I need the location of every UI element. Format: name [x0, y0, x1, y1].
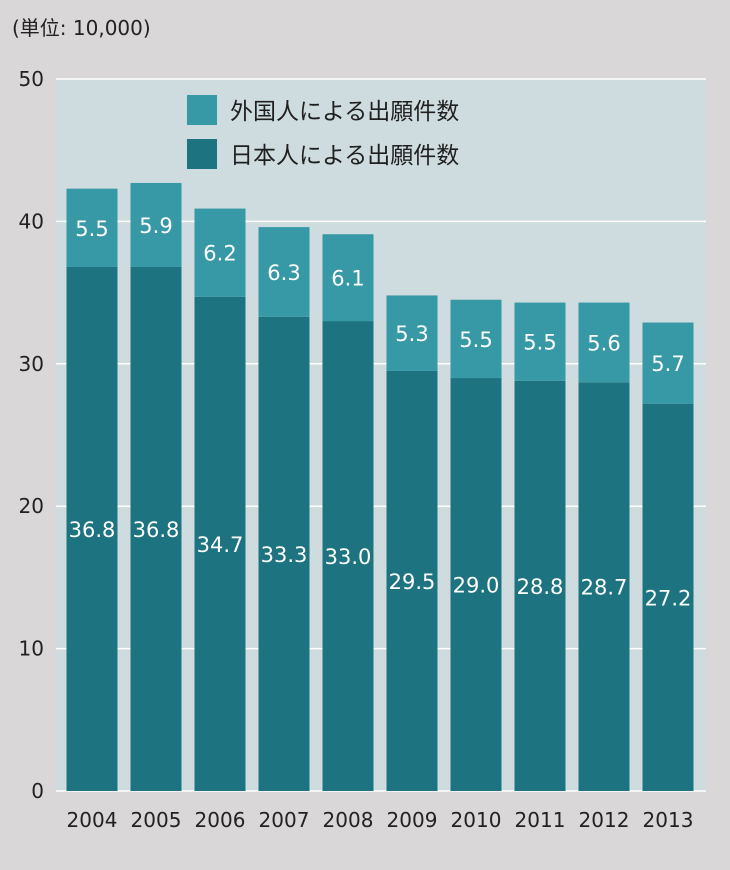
bar-japanese	[130, 266, 182, 791]
bar-foreign	[642, 322, 694, 404]
bar-japanese	[194, 296, 246, 791]
bar-japanese	[66, 266, 118, 791]
bar-foreign	[258, 227, 310, 317]
value-label-japanese: 28.8	[517, 575, 564, 599]
bar-japanese	[514, 380, 566, 791]
x-tick-label: 2004	[67, 808, 118, 832]
value-label-japanese: 29.0	[453, 574, 500, 598]
value-label-foreign: 5.9	[139, 214, 172, 238]
x-tick-label: 2006	[195, 808, 246, 832]
value-label-japanese: 34.7	[197, 533, 244, 557]
x-tick-label: 2012	[579, 808, 630, 832]
legend-label-japanese: 日本人による出願件数	[230, 143, 459, 169]
x-tick-label: 2005	[131, 808, 182, 832]
bar-japanese	[450, 378, 502, 791]
y-tick-label: 20	[19, 494, 44, 518]
bar-foreign	[514, 302, 566, 381]
bars: 36.8 5.5 36.8 5.9 34.7 6.2 33.3 6.3 33.0 6.1 29.5 5…	[66, 182, 694, 791]
bar-foreign	[66, 188, 118, 267]
value-label-japanese: 36.8	[69, 518, 116, 542]
bar-japanese	[642, 403, 694, 791]
x-tick-label: 2009	[387, 808, 438, 832]
value-label-japanese: 29.5	[389, 570, 436, 594]
x-tick-label: 2011	[515, 808, 566, 832]
legend-swatch-japanese	[187, 139, 217, 169]
bar-foreign	[578, 302, 630, 383]
bar-foreign	[194, 208, 246, 297]
x-tick-label: 2013	[643, 808, 694, 832]
y-tick-label: 50	[19, 67, 44, 91]
bar-japanese	[322, 321, 374, 791]
bar-foreign	[386, 295, 438, 371]
y-tick-label: 10	[19, 637, 44, 661]
x-tick-label: 2010	[451, 808, 502, 832]
value-label-japanese: 27.2	[645, 586, 692, 610]
value-label-japanese: 33.0	[325, 545, 372, 569]
legend: 外国人による出願件数 日本人による出願件数	[187, 95, 459, 169]
value-label-foreign: 5.5	[459, 328, 492, 352]
x-axis: 2004 2005 2006 2007 2008 2009 2010 2011 2012 2013	[67, 808, 694, 832]
x-tick-label: 2007	[259, 808, 310, 832]
value-label-japanese: 28.7	[581, 576, 628, 600]
value-label-japanese: 36.8	[133, 518, 180, 542]
value-label-foreign: 6.2	[203, 242, 236, 266]
bar-japanese	[578, 382, 630, 791]
legend-label-foreign: 外国人による出願件数	[230, 99, 459, 125]
legend-swatch-foreign	[187, 95, 217, 125]
y-axis: 0 10 20 30 40 50	[19, 67, 44, 803]
bar-foreign	[130, 182, 182, 267]
y-tick-label: 0	[31, 779, 44, 803]
x-tick-label: 2008	[323, 808, 374, 832]
value-label-foreign: 6.3	[267, 261, 300, 285]
bar-foreign	[322, 234, 374, 322]
bar-japanese	[258, 316, 310, 791]
bar-japanese	[386, 370, 438, 791]
y-tick-label: 40	[19, 209, 44, 233]
value-label-foreign: 5.5	[75, 217, 108, 241]
y-tick-label: 30	[19, 352, 44, 376]
unit-label: (単位: 10,000)	[12, 16, 151, 40]
value-label-foreign: 5.6	[587, 331, 620, 355]
bar-foreign	[450, 299, 502, 379]
value-label-foreign: 5.7	[651, 352, 684, 376]
value-label-foreign: 5.3	[395, 322, 428, 346]
value-label-japanese: 33.3	[261, 543, 308, 567]
value-label-foreign: 5.5	[523, 331, 556, 355]
value-label-foreign: 6.1	[331, 267, 364, 291]
